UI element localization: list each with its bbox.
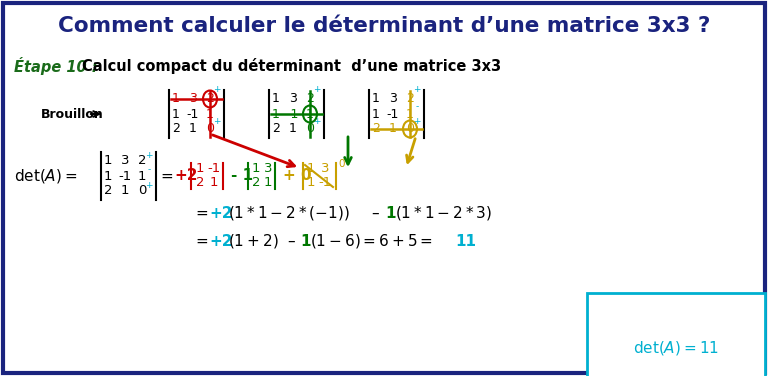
Text: 1: 1 xyxy=(206,108,214,120)
Text: –: – xyxy=(287,233,295,249)
Text: -1: -1 xyxy=(207,162,220,176)
Text: 2: 2 xyxy=(104,185,112,197)
Text: 1: 1 xyxy=(104,170,112,182)
Text: 2: 2 xyxy=(406,92,414,106)
Text: –: – xyxy=(371,206,379,220)
Text: 0: 0 xyxy=(306,123,314,135)
Text: 1: 1 xyxy=(137,170,146,182)
Text: 1: 1 xyxy=(121,185,129,197)
Text: 2: 2 xyxy=(272,123,280,135)
Text: 1: 1 xyxy=(196,162,204,176)
Text: +: + xyxy=(214,117,220,126)
Text: 1: 1 xyxy=(300,233,310,249)
Text: 11: 11 xyxy=(455,233,476,249)
Text: 1: 1 xyxy=(189,123,197,135)
Text: 0: 0 xyxy=(137,185,146,197)
FancyBboxPatch shape xyxy=(3,3,765,373)
Text: 1: 1 xyxy=(172,108,180,120)
Text: -1: -1 xyxy=(118,170,131,182)
Text: +: + xyxy=(313,117,321,126)
Text: 3: 3 xyxy=(121,155,129,167)
Text: 1: 1 xyxy=(385,206,396,220)
Text: 0: 0 xyxy=(338,159,345,169)
Text: 1: 1 xyxy=(372,92,380,106)
Text: 3: 3 xyxy=(263,162,272,176)
Text: 1: 1 xyxy=(252,162,260,176)
Text: 1: 1 xyxy=(172,92,180,106)
Text: 3: 3 xyxy=(289,92,297,106)
Text: +: + xyxy=(413,85,421,94)
Text: 2: 2 xyxy=(196,176,204,190)
Text: +: + xyxy=(145,180,153,190)
Text: 1: 1 xyxy=(372,108,380,120)
Text: +2: +2 xyxy=(174,168,197,183)
Text: $(1 - 6) = 6 + 5 =$: $(1 - 6) = 6 + 5 =$ xyxy=(310,232,433,250)
Text: 0: 0 xyxy=(206,123,214,135)
Text: 2: 2 xyxy=(252,176,260,190)
Text: $(1 * 1 - 2 * (-1))$: $(1 * 1 - 2 * (-1))$ xyxy=(228,204,350,222)
Text: 2: 2 xyxy=(306,92,314,106)
Text: 1: 1 xyxy=(210,176,218,190)
Text: 2: 2 xyxy=(172,123,180,135)
Text: Étape 10 :: Étape 10 : xyxy=(14,57,103,75)
Text: $\det(A) = 11$: $\det(A) = 11$ xyxy=(633,339,719,357)
Text: -: - xyxy=(147,165,151,174)
Text: 1: 1 xyxy=(406,108,414,120)
Text: +: + xyxy=(313,85,321,94)
Text: Comment calculer le déterminant d’une matrice 3x3 ?: Comment calculer le déterminant d’une ma… xyxy=(58,16,710,36)
Text: $\det(A) =$: $\det(A) =$ xyxy=(14,167,78,185)
Text: - 1: - 1 xyxy=(231,168,253,183)
Text: 2: 2 xyxy=(137,155,146,167)
Text: 1: 1 xyxy=(272,108,280,120)
Text: 1: 1 xyxy=(289,123,297,135)
Text: 0: 0 xyxy=(406,123,414,135)
Text: 1: 1 xyxy=(306,162,315,176)
Text: 1: 1 xyxy=(389,123,397,135)
Text: +2: +2 xyxy=(209,233,233,249)
Text: =: = xyxy=(195,206,208,220)
Text: +: + xyxy=(413,117,421,126)
Text: 1: 1 xyxy=(306,176,315,190)
Text: +: + xyxy=(214,85,220,94)
Text: 1: 1 xyxy=(104,155,112,167)
Text: 3: 3 xyxy=(321,162,329,176)
Text: 2: 2 xyxy=(372,123,380,135)
Text: 1: 1 xyxy=(263,176,272,190)
Text: 3: 3 xyxy=(189,92,197,106)
Text: +2: +2 xyxy=(209,206,233,220)
Text: 3: 3 xyxy=(389,92,397,106)
Text: 1: 1 xyxy=(306,108,314,120)
Text: =: = xyxy=(160,168,173,183)
Text: 1: 1 xyxy=(272,92,280,106)
Text: =: = xyxy=(195,233,208,249)
Text: $(1 * 1 - 2 * 3)$: $(1 * 1 - 2 * 3)$ xyxy=(395,204,492,222)
Text: 2: 2 xyxy=(206,92,214,106)
Text: -1: -1 xyxy=(319,176,332,190)
Text: +: + xyxy=(145,150,153,159)
Text: Calcul compact du déterminant  d’une matrice 3x3: Calcul compact du déterminant d’une matr… xyxy=(82,58,502,74)
Text: -: - xyxy=(415,103,419,112)
Text: -1: -1 xyxy=(286,108,300,120)
Text: + 0: + 0 xyxy=(283,168,312,183)
Text: $(1 + 2)$: $(1 + 2)$ xyxy=(228,232,279,250)
Text: Brouillon: Brouillon xyxy=(41,108,104,120)
Text: -1: -1 xyxy=(387,108,399,120)
Text: -1: -1 xyxy=(187,108,199,120)
